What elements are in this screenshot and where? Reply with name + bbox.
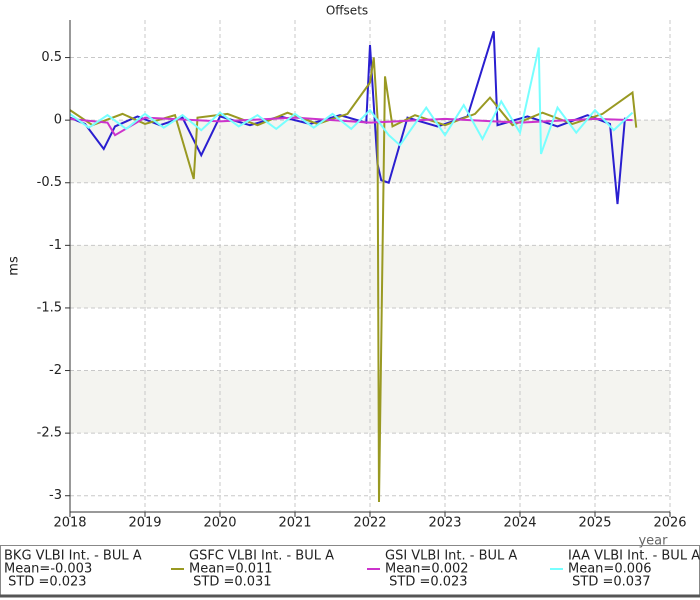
x-tick-label: 2020: [203, 516, 236, 531]
band: [70, 245, 670, 308]
x-tick-label: 2024: [503, 516, 536, 531]
legend-stat: Mean=0.011: [189, 562, 273, 577]
x-tick-label: 2025: [578, 516, 611, 531]
y-axis-label: ms: [7, 256, 22, 276]
x-tick-label: 2021: [278, 516, 311, 531]
y-tick-label: -1.5: [37, 300, 62, 315]
chart-title: Offsets: [326, 4, 368, 18]
y-tick-label: -2: [49, 363, 62, 378]
legend-stat: STD =0.037: [568, 575, 651, 590]
y-tick-label: -0.5: [37, 175, 62, 190]
y-tick-label: -1: [49, 238, 62, 253]
x-tick-label: 2023: [428, 516, 461, 531]
legend-label: GSFC VLBI Int. - BUL A: [189, 549, 334, 564]
legend-label: BKG VLBI Int. - BUL A: [4, 549, 142, 564]
y-tick-label: -2.5: [37, 426, 62, 441]
legend-stat: Mean=0.002: [385, 562, 469, 577]
legend-stat: STD =0.023: [4, 575, 87, 590]
legend-stat: STD =0.031: [189, 575, 272, 590]
y-tick-label: 0.5: [41, 50, 62, 65]
legend-stat: Mean=0.006: [568, 562, 652, 577]
x-tick-label: 2019: [128, 516, 161, 531]
x-tick-label: 2026: [653, 516, 686, 531]
series-line: [69, 116, 633, 137]
series-line: [69, 57, 638, 502]
y-tick-label: 0: [54, 113, 62, 128]
band: [70, 120, 670, 183]
legend-label: IAA VLBI Int. - BUL A: [568, 549, 700, 564]
legend-label: GSI VLBI Int. - BUL A: [385, 549, 517, 564]
x-tick-label: 2022: [353, 516, 386, 531]
legend-stat: Mean=-0.003: [4, 562, 92, 577]
x-tick-label: 2018: [53, 516, 86, 531]
x-axis-label: year: [638, 534, 668, 549]
legend-stat: STD =0.023: [385, 575, 468, 590]
series-line: [69, 47, 634, 155]
y-tick-label: -3: [49, 488, 62, 503]
